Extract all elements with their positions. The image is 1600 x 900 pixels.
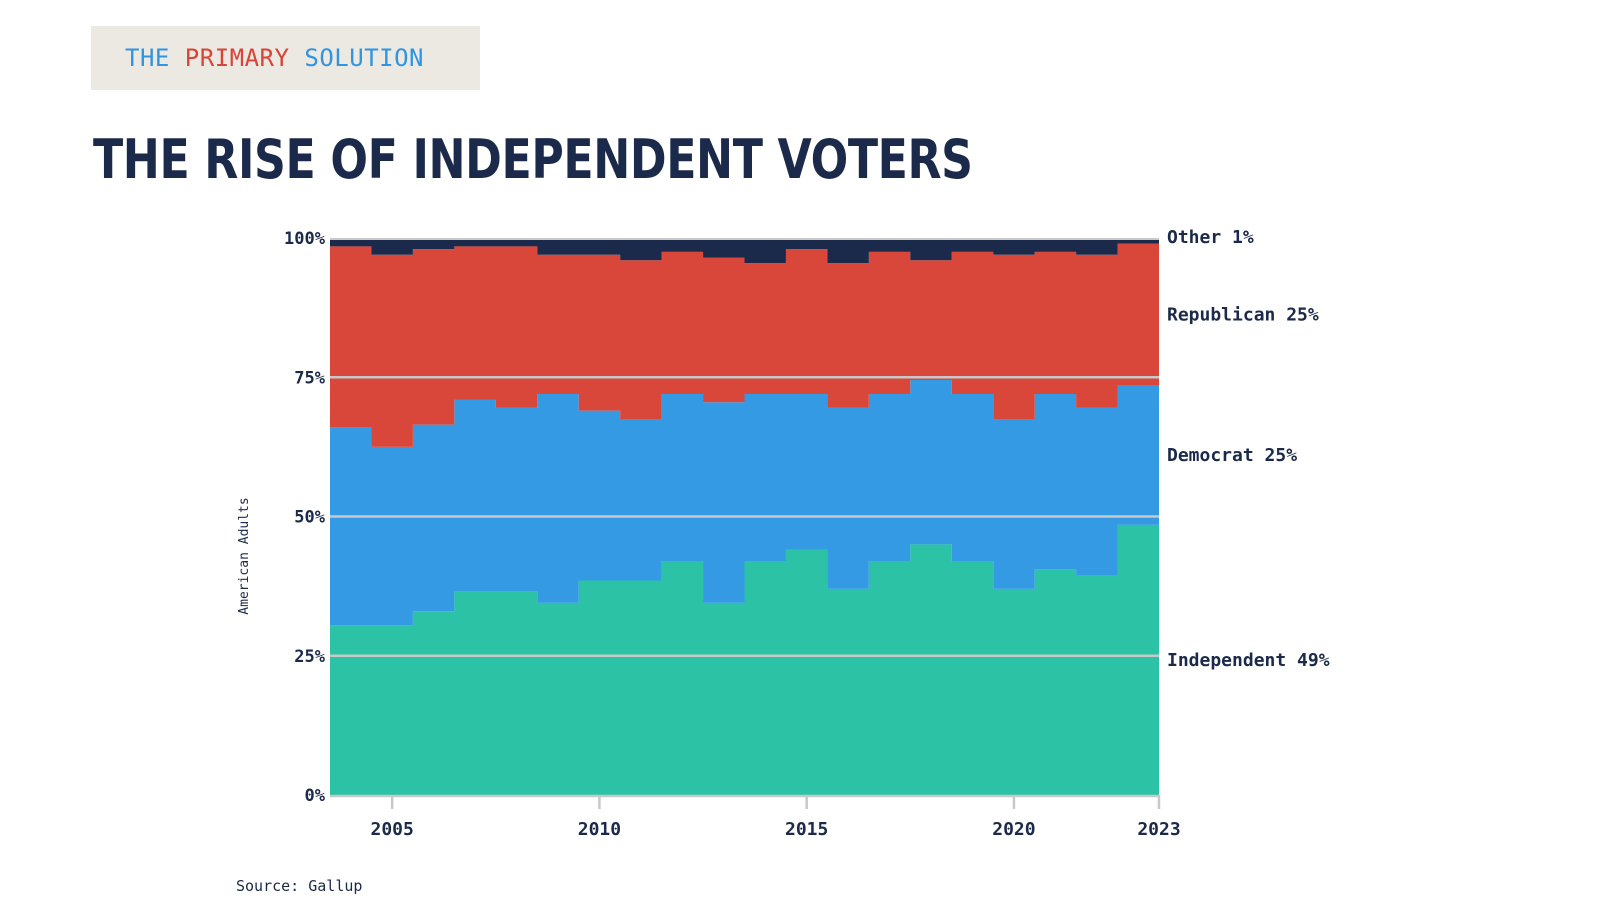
series-label-independent: Independent 49%: [1167, 650, 1330, 671]
badge-word-the: THE: [125, 44, 185, 72]
y-tick-label: 75%: [294, 368, 325, 388]
series-label-republican: Republican 25%: [1167, 305, 1319, 326]
area-democrat: [330, 380, 1159, 626]
x-tick-label: 2010: [578, 819, 621, 840]
x-tick-label: 2023: [1137, 819, 1180, 840]
page-title: THE RISE OF INDEPENDENT VOTERS: [93, 128, 973, 191]
chart-axes: 0% 25% 50% 75% 100% 2005 2010 2015 2020 2023: [284, 229, 1181, 840]
y-tick-label: 25%: [294, 647, 325, 667]
x-tick-label: 2005: [370, 819, 413, 840]
y-tick-label: 0%: [305, 786, 326, 806]
series-label-democrat: Democrat 25%: [1167, 445, 1297, 466]
chart-series-labels: Independent 49% Democrat 25% Republican 25…: [1167, 227, 1330, 671]
section-badge: THE PRIMARY SOLUTION: [91, 26, 480, 90]
area-republican: [330, 243, 1159, 447]
series-label-other: Other 1%: [1167, 227, 1254, 248]
x-tick-label: 2020: [992, 819, 1035, 840]
area-other: [330, 238, 1159, 264]
y-axis-label: American Adults: [237, 497, 252, 614]
y-tick-label: 100%: [284, 229, 326, 249]
badge-word-primary: PRIMARY: [184, 44, 290, 72]
source-note: Source: Gallup: [236, 877, 363, 895]
badge-word-solution: SOLUTION: [289, 44, 424, 72]
chart-gridlines: [330, 238, 1159, 657]
chart-areas: [330, 238, 1159, 795]
y-tick-label: 50%: [294, 508, 325, 528]
x-tick-label: 2015: [785, 819, 828, 840]
